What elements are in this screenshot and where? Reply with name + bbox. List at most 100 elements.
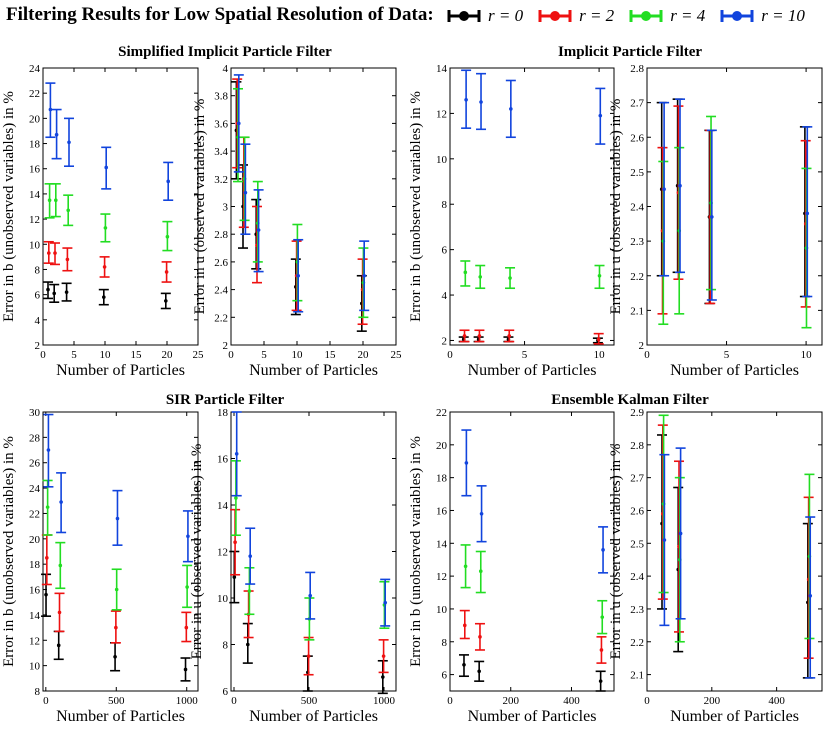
x-axis-label: Number of Particles	[670, 362, 799, 379]
series-r0	[43, 281, 171, 310]
x-tick-label: 10	[100, 349, 112, 361]
data-point	[306, 654, 311, 658]
y-axis-label: Error in b (unobserved variables) in %	[408, 436, 424, 667]
data-point	[102, 295, 106, 299]
data-point	[478, 569, 483, 573]
y-tick-label: 2	[639, 340, 645, 352]
x-tick-label: 0	[40, 349, 46, 361]
x-axis-label: Number of Particles	[249, 362, 378, 379]
data-point	[463, 564, 468, 569]
data-point	[478, 275, 483, 279]
x-tick-label: 0	[447, 349, 453, 361]
y-tick-label: 2.8	[630, 63, 644, 75]
data-point	[710, 215, 714, 219]
data-point	[45, 556, 49, 560]
y-axis-label: Error in b (unobserved variables) in %	[1, 91, 17, 322]
data-point	[462, 623, 467, 628]
legend-marker-r0	[447, 10, 481, 22]
data-point	[507, 334, 512, 338]
data-point	[463, 270, 468, 275]
series-r2	[43, 240, 172, 283]
panel-6: 0 200 400 6 8 10 12 14 16 18 20 22 Number of Particl…	[408, 407, 615, 725]
y-tick-label: 8	[442, 199, 448, 211]
x-tick-label: 5	[71, 349, 77, 361]
data-point	[54, 198, 58, 203]
data-point	[243, 190, 248, 195]
y-tick-label: 14	[29, 189, 41, 201]
y-tick-label: 4	[442, 290, 448, 302]
series-r10	[461, 69, 606, 145]
series-r2	[459, 329, 604, 345]
panel-title-simplified-ipf: Simplified Implicit Particle Filter	[118, 44, 332, 60]
y-axis-label: Error in u (observed variables) in %	[608, 99, 624, 315]
data-point	[462, 334, 467, 338]
series-r2	[230, 508, 389, 676]
y-axis-label: Error in u (observed variables) in %	[608, 444, 624, 660]
legend-item-r2: r = 2	[537, 6, 614, 26]
x-axis-label: Number of Particles	[468, 362, 597, 379]
y-tick-label: 3	[223, 202, 229, 214]
data-point	[183, 667, 188, 672]
y-tick-label: 22	[436, 407, 447, 419]
y-tick-label: 10	[29, 239, 41, 251]
y-tick-label: 3.2	[214, 174, 228, 186]
data-point	[165, 234, 170, 239]
y-tick-label: 12	[436, 108, 447, 120]
data-point	[185, 585, 189, 589]
plot-frame	[646, 411, 823, 692]
y-tick-label: 18	[217, 407, 229, 419]
data-point	[58, 563, 63, 568]
x-axis-label: Number of Particles	[670, 708, 799, 725]
y-tick-label: 4	[35, 315, 41, 327]
y-tick-label: 20	[29, 113, 41, 125]
y-tick-label: 2.2	[630, 271, 644, 283]
data-point	[381, 675, 385, 679]
data-point	[47, 198, 52, 203]
y-tick-label: 6	[35, 290, 41, 302]
x-tick-label: 0	[43, 695, 49, 707]
legend-marker-r10	[720, 10, 754, 22]
data-point	[103, 226, 108, 230]
y-tick-label: 16	[217, 454, 229, 466]
data-point	[678, 531, 683, 536]
x-axis-label: Number of Particles	[249, 708, 378, 725]
y-tick-label: 18	[436, 473, 448, 485]
y-tick-label: 10	[217, 593, 229, 605]
x-tick-label: 15	[325, 349, 337, 361]
data-point	[246, 642, 250, 647]
data-point	[233, 540, 237, 544]
data-point	[54, 132, 59, 137]
data-point	[44, 592, 48, 597]
y-tick-label: 30	[29, 407, 41, 419]
x-tick-label: 500	[108, 695, 125, 707]
y-tick-label: 22	[29, 508, 40, 520]
legend-marker-r4	[629, 10, 663, 22]
y-tick-label: 4	[223, 63, 229, 75]
data-point	[598, 679, 603, 683]
data-point	[479, 100, 483, 104]
data-point	[234, 452, 239, 456]
y-tick-label: 14	[217, 500, 229, 512]
series-r4	[658, 414, 815, 643]
data-point	[598, 113, 603, 118]
series-r4	[460, 260, 605, 290]
data-point	[601, 548, 605, 552]
x-tick-label: 1000	[373, 695, 396, 707]
legend-label-r4: r = 4	[670, 6, 706, 25]
y-axis-label: Error in b (unobserved variables) in %	[1, 436, 17, 667]
plot-frame	[42, 67, 199, 346]
data-point	[599, 648, 604, 652]
y-tick-label: 10	[436, 154, 448, 166]
y-tick-label: 2.3	[630, 236, 644, 248]
x-axis-label: Number of Particles	[468, 708, 597, 725]
x-tick-label: 200	[704, 695, 721, 707]
data-point	[381, 654, 386, 658]
y-tick-label: 12	[29, 214, 40, 226]
x-tick-label: 1000	[176, 695, 199, 707]
y-tick-label: 14	[436, 63, 448, 75]
y-tick-label: 2.8	[214, 229, 228, 241]
series-r2	[41, 534, 192, 644]
series-r2	[459, 609, 607, 664]
y-tick-label: 2.1	[630, 305, 644, 317]
